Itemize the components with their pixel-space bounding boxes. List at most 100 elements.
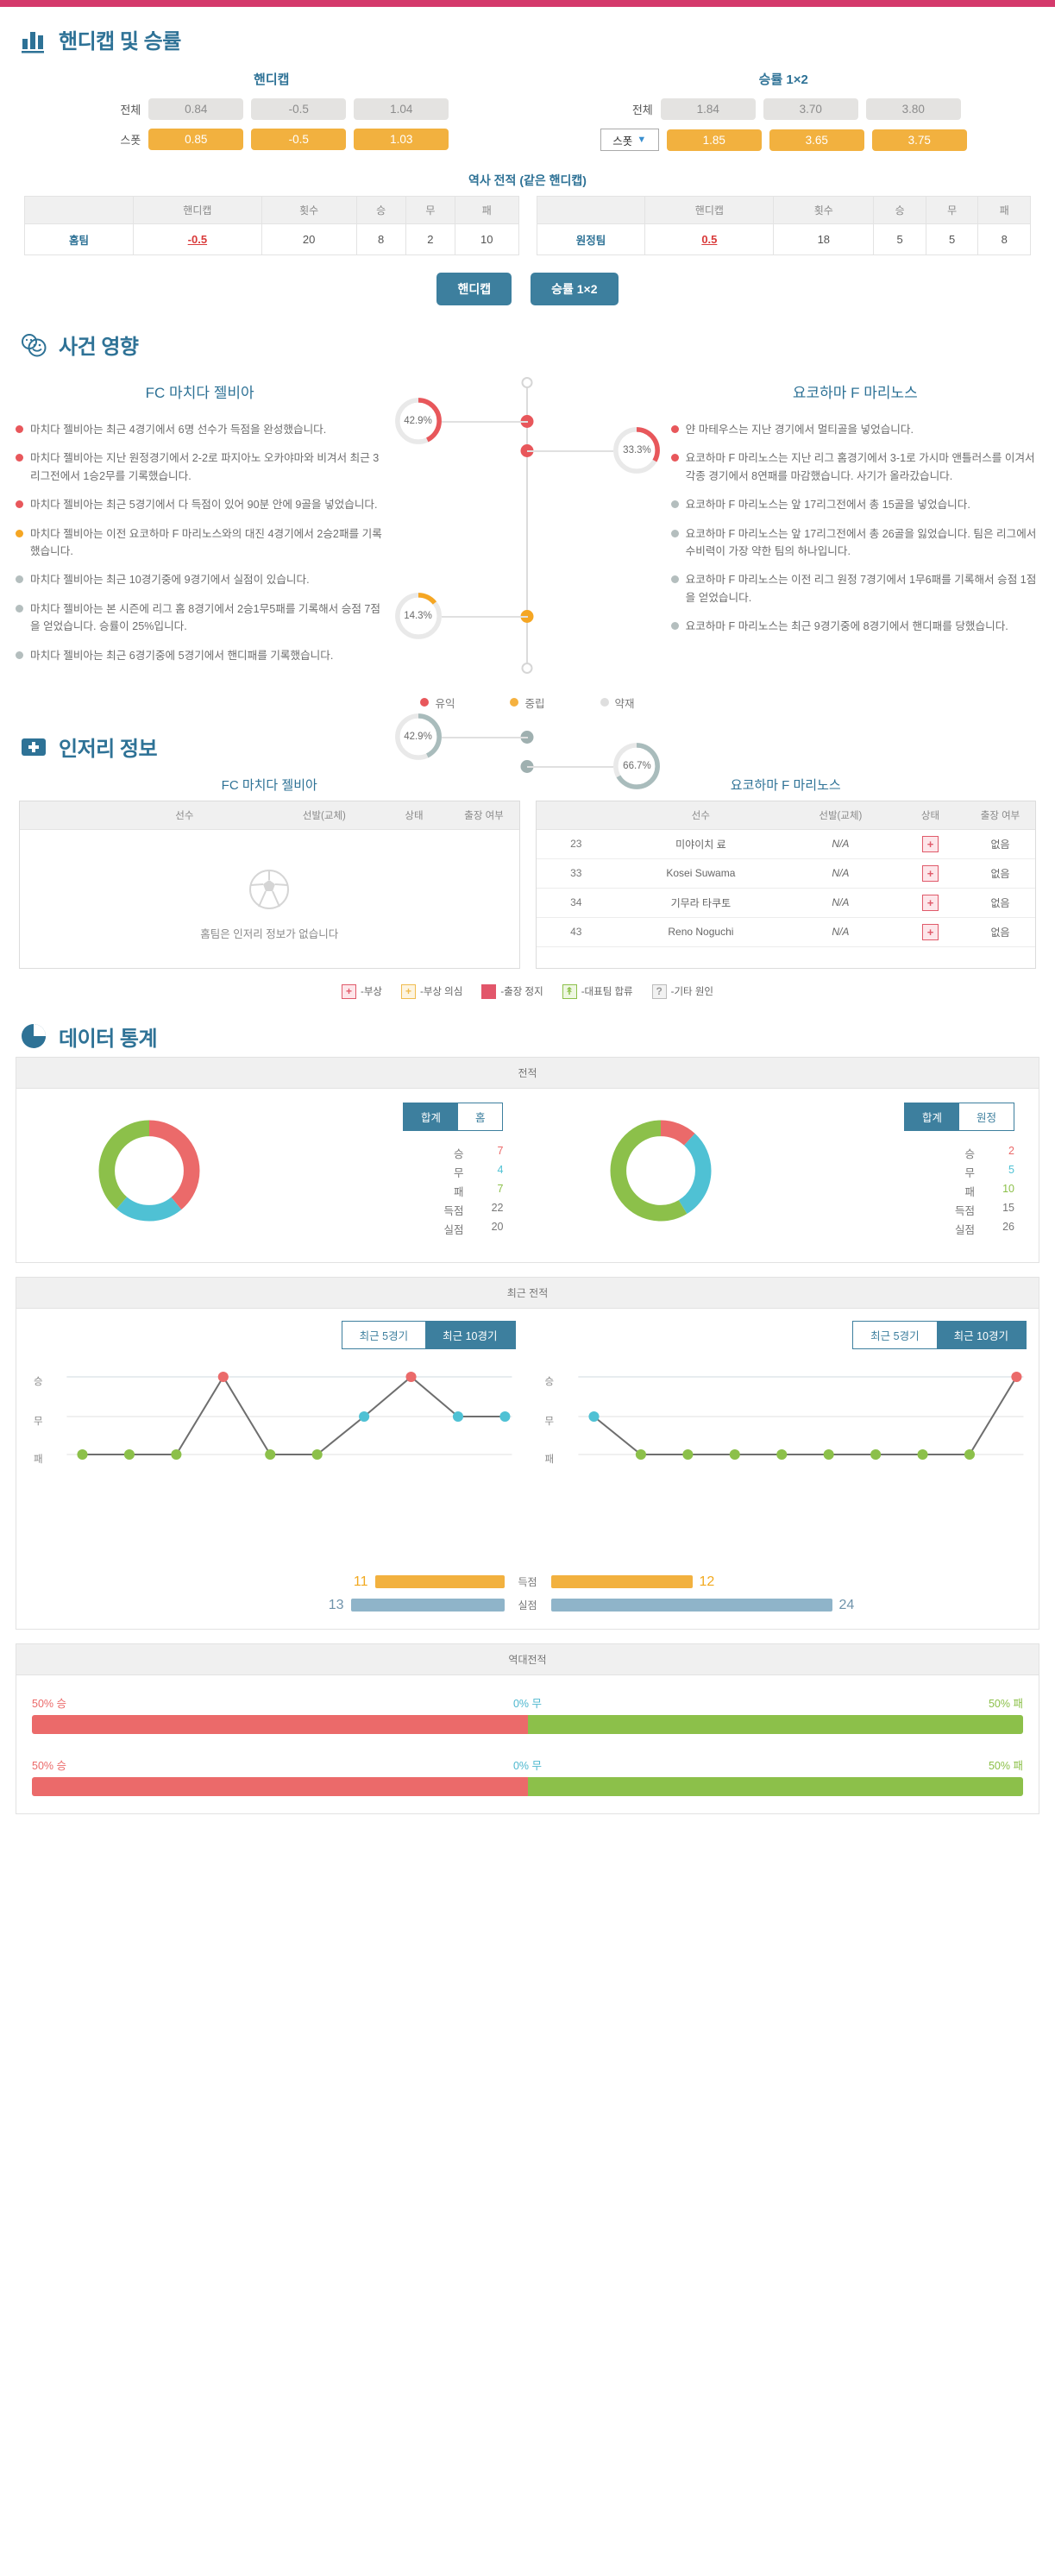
odds1x2-total-label: 전체	[631, 104, 653, 116]
injury-legend-item: -출장 정지	[481, 983, 543, 999]
timeline-node-top	[521, 377, 533, 388]
handicap-total-label: 전체	[120, 104, 141, 116]
handicap-spot-cell-3[interactable]: 1.03	[354, 129, 449, 150]
injury-status: +	[895, 858, 965, 889]
handicap-spot-cell-2[interactable]: -0.5	[251, 129, 347, 150]
hist-a-handicap: 핸디캡	[644, 196, 775, 224]
odds1x2-spot-cell-3[interactable]: 3.75	[871, 129, 967, 151]
table-row: 홈팀 -0.5 20 8 2 10	[24, 223, 519, 255]
odds1x2-total-cell-2[interactable]: 3.70	[763, 98, 858, 120]
home-scope-toggle[interactable]: 합계 홈	[402, 1102, 504, 1131]
history-away-wrapper: 핸디캡 횟수 승 무 패 원정팀 0.5 18 5 5 8	[528, 196, 1040, 255]
gauge-home-negative	[394, 713, 442, 760]
conceded-bar-row: 13 실점 24	[16, 1598, 1039, 1613]
legend-item: 약재	[600, 694, 635, 711]
h2h-draw-label-1: 0% 무	[512, 1697, 543, 1710]
stat-value: 5	[1008, 1163, 1014, 1176]
impact-timeline: 42.9% 33.3% 14.3% 42.9%	[384, 370, 670, 789]
event-impact-title: 사건 영향	[59, 336, 139, 359]
hist-home-count: 20	[261, 223, 357, 255]
inj-a-avail: 출장 여부	[964, 801, 1035, 830]
bullet-text: 얀 마테우스는 지난 경기에서 멀티골을 넣었습니다.	[685, 424, 914, 436]
impact-legend: 유익 중립 약재	[16, 675, 1039, 714]
table-row: 33 Kosei Suwama N/A + 없음	[536, 858, 1035, 889]
home-toggle-home[interactable]: 홈	[457, 1103, 503, 1130]
injury-availability: 없음	[964, 858, 1035, 889]
h2h-lose-label-1: 50% 패	[988, 1697, 1023, 1710]
injury-status-icon: +	[921, 864, 939, 882]
away-toggle-away[interactable]: 원정	[958, 1103, 1014, 1130]
impact-home-bullets: 마치다 젤비아는 최근 4경기에서 6명 선수가 득점을 완성했습니다. 마치다 …	[16, 421, 384, 664]
h2h-seg-win-1	[32, 1714, 528, 1734]
home-recent-10[interactable]: 최근 10경기	[425, 1321, 515, 1348]
injury-legend-icon: +	[341, 983, 356, 999]
impact-bullet: 요코하마 F 마리노스는 앞 17리그전에서 총 15골을 넣었습니다.	[670, 496, 1039, 513]
injury-status: +	[895, 888, 965, 918]
injury-legend-label: -출장 정지	[500, 987, 543, 998]
hist-away-handicap[interactable]: 0.5	[644, 223, 775, 255]
top-accent-bar	[0, 0, 1055, 7]
stat-value: 15	[1002, 1201, 1014, 1214]
conceded-label: 실점	[518, 1599, 537, 1612]
handicap-spot-cell-1[interactable]: 0.85	[148, 129, 244, 150]
bar-chart-icon	[22, 31, 44, 53]
hist-a-blank	[536, 196, 646, 224]
h2h-seg-lose-2	[527, 1776, 1023, 1796]
odds1x2-spot-cell-1[interactable]: 1.85	[666, 129, 762, 151]
h2h-bar-1	[32, 1714, 1023, 1734]
timeline-connector-3	[441, 616, 528, 618]
injury-legend-item: ↟ -대표팀 합류	[562, 983, 633, 999]
bullet-text: 마치다 젤비아는 최근 6경기중에 5경기에서 핸디패를 기록했습니다.	[30, 649, 334, 662]
injury-home-empty-text: 홈팀은 인저리 정보가 없습니다	[200, 927, 339, 940]
handicap-section-header: 핸디캡 및 승률	[16, 7, 1039, 60]
handicap-total-cell-2[interactable]: -0.5	[251, 98, 347, 120]
bullet-dot-grey	[16, 575, 23, 584]
odds1x2-spot-cell-2[interactable]: 3.65	[769, 129, 864, 151]
injury-start: N/A	[785, 858, 895, 889]
away-recent-toggle[interactable]: 최근 5경기 최근 10경기	[540, 1320, 1027, 1349]
odds-source-select[interactable]: 스폿 ▼	[600, 129, 659, 151]
stat-key: 득점	[443, 1204, 464, 1217]
bullet-text: 마치다 젤비아는 최근 4경기에서 6명 선수가 득점을 완성했습니다.	[30, 424, 327, 436]
stat-value: 22	[491, 1201, 504, 1214]
handicap-title: 핸디캡	[254, 72, 290, 87]
odds1x2-total-cell-3[interactable]: 3.80	[865, 98, 961, 120]
stat-value: 20	[491, 1220, 504, 1233]
home-toggle-total[interactable]: 합계	[403, 1103, 458, 1130]
tab-odds-1x2[interactable]: 승률 1×2	[531, 273, 619, 305]
away-recent-5[interactable]: 최근 5경기	[853, 1321, 937, 1348]
legend-label: 약재	[614, 697, 635, 710]
stat-value: 26	[1002, 1220, 1014, 1233]
injury-start: N/A	[785, 888, 895, 918]
away-stat-rows: 승 2 무 5 패 10 득점 15 실점 26	[794, 1145, 1014, 1237]
hist-away-win: 5	[873, 223, 926, 255]
hist-away-lose: 8	[977, 223, 1031, 255]
table-row: 원정팀 0.5 18 5 5 8	[536, 223, 1031, 255]
impact-bullet: 요코하마 F 마리노스는 이전 리그 원정 7경기에서 1무6패를 기록해서 승…	[670, 571, 1039, 606]
gauge-away-benefit-wrap: 33.3%	[612, 425, 662, 475]
chevron-down-icon: ▼	[637, 135, 647, 145]
h2h-lose-label-2: 50% 패	[988, 1759, 1023, 1772]
odds1x2-total-cell-1[interactable]: 1.84	[660, 98, 756, 120]
stat-row: 득점 15	[794, 1202, 1014, 1218]
away-scope-toggle[interactable]: 합계 원정	[903, 1102, 1014, 1131]
away-toggle-total[interactable]: 합계	[904, 1103, 959, 1130]
hist-h-handicap: 핸디캡	[132, 196, 262, 224]
handicap-total-cell-1[interactable]: 0.84	[148, 98, 244, 120]
odds1x2-title: 승률 1×2	[758, 72, 808, 87]
handicap-total-cell-3[interactable]: 1.04	[354, 98, 449, 120]
legend-dot	[600, 698, 609, 707]
tab-handicap[interactable]: 핸디캡	[436, 273, 512, 305]
bullet-dot-red	[16, 454, 23, 462]
goals-bar-row: 11 득점 12	[16, 1574, 1039, 1590]
bullet-dot-grey	[670, 622, 679, 631]
hist-home-handicap[interactable]: -0.5	[132, 223, 262, 255]
home-recent-toggle[interactable]: 최근 5경기 최근 10경기	[28, 1320, 516, 1349]
stat-key: 무	[964, 1166, 975, 1179]
home-recent-5[interactable]: 최근 5경기	[342, 1321, 426, 1348]
injury-home-table: 선수 선발(교체) 상태 출장 여부	[20, 801, 519, 830]
pie-chart-icon	[22, 1024, 46, 1049]
stat-row: 득점 22	[282, 1202, 503, 1218]
inj-h-player: 선수	[99, 801, 270, 830]
away-recent-10[interactable]: 최근 10경기	[936, 1321, 1026, 1348]
